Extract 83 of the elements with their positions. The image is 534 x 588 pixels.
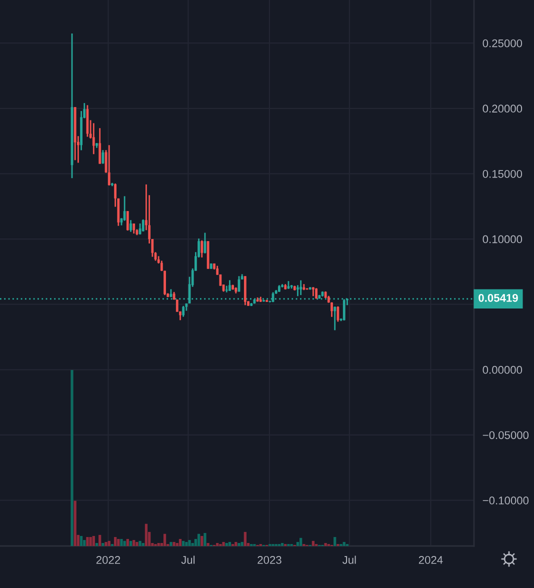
bar bbox=[102, 543, 104, 546]
y-tick-label: 0.20000 bbox=[482, 104, 522, 113]
candlestick bbox=[296, 284, 299, 297]
bar bbox=[216, 543, 219, 546]
bar bbox=[108, 540, 110, 546]
bar bbox=[234, 542, 238, 546]
bar bbox=[92, 536, 95, 546]
bar bbox=[244, 532, 246, 546]
x-tick-label: Jul bbox=[181, 556, 195, 564]
bar bbox=[126, 538, 129, 546]
bar bbox=[206, 543, 210, 546]
x-tick-label: 2023 bbox=[258, 556, 282, 564]
bar bbox=[136, 542, 138, 546]
bar bbox=[83, 540, 86, 546]
candlestick bbox=[225, 285, 228, 294]
bar bbox=[296, 542, 300, 546]
candlestick bbox=[336, 306, 340, 322]
ref-line-label: 0.05419 bbox=[478, 294, 518, 302]
candlestick bbox=[92, 122, 95, 155]
bar bbox=[104, 542, 108, 546]
candlestick bbox=[108, 144, 110, 186]
bar bbox=[225, 543, 228, 546]
candlestick bbox=[164, 270, 166, 296]
bar bbox=[120, 538, 123, 546]
bar bbox=[70, 370, 74, 546]
x-tick-label: Jul bbox=[342, 556, 356, 564]
bar bbox=[138, 540, 142, 546]
bar bbox=[157, 543, 160, 546]
bar bbox=[170, 542, 172, 546]
candlestick bbox=[123, 196, 126, 222]
bar bbox=[300, 538, 302, 546]
bar bbox=[132, 540, 136, 546]
candlestick bbox=[312, 286, 314, 297]
bar bbox=[178, 538, 182, 546]
bar bbox=[74, 500, 76, 546]
bar bbox=[144, 524, 148, 546]
bar bbox=[334, 537, 336, 546]
bar bbox=[228, 542, 232, 546]
bar bbox=[280, 543, 284, 546]
y-tick-label: 0.15000 bbox=[482, 170, 522, 178]
bar bbox=[172, 542, 176, 546]
x-tick-label: 2022 bbox=[96, 556, 120, 564]
candlestick bbox=[142, 218, 144, 232]
bar bbox=[86, 537, 89, 546]
bar bbox=[200, 536, 204, 546]
candlestick bbox=[300, 280, 302, 296]
candlestick bbox=[200, 240, 204, 258]
bar bbox=[95, 543, 98, 546]
candlestick bbox=[126, 210, 129, 232]
y-tick-label: 0.10000 bbox=[482, 235, 522, 244]
candlestick bbox=[130, 219, 132, 233]
bar bbox=[240, 542, 244, 546]
bar bbox=[204, 532, 206, 546]
bar bbox=[222, 542, 225, 546]
bar bbox=[163, 534, 166, 546]
bar bbox=[312, 540, 315, 546]
bar bbox=[185, 542, 188, 546]
bar bbox=[117, 538, 120, 546]
candlestick bbox=[334, 306, 336, 331]
y-tick-label: −0.10000 bbox=[482, 496, 529, 504]
bar bbox=[176, 543, 178, 546]
bar bbox=[123, 540, 126, 546]
candlestick bbox=[182, 305, 185, 318]
y-tick-label: −0.05000 bbox=[482, 431, 529, 440]
y-tick-label: 0.00000 bbox=[482, 366, 522, 374]
bar bbox=[182, 540, 185, 546]
bar bbox=[142, 543, 144, 546]
bar bbox=[191, 543, 194, 546]
y-tick-label: 0.25000 bbox=[482, 39, 522, 48]
bar bbox=[197, 534, 200, 546]
bar bbox=[98, 534, 102, 546]
bar bbox=[342, 542, 346, 546]
bar bbox=[80, 536, 83, 546]
bar bbox=[89, 537, 92, 546]
candlestick bbox=[228, 279, 231, 292]
bar bbox=[188, 540, 191, 546]
candlestick bbox=[102, 149, 104, 164]
bar bbox=[238, 543, 240, 546]
candlestick bbox=[98, 127, 102, 164]
bar bbox=[324, 543, 327, 546]
bar bbox=[114, 537, 117, 546]
x-tick-label: 2024 bbox=[418, 556, 443, 564]
bar bbox=[129, 540, 132, 546]
